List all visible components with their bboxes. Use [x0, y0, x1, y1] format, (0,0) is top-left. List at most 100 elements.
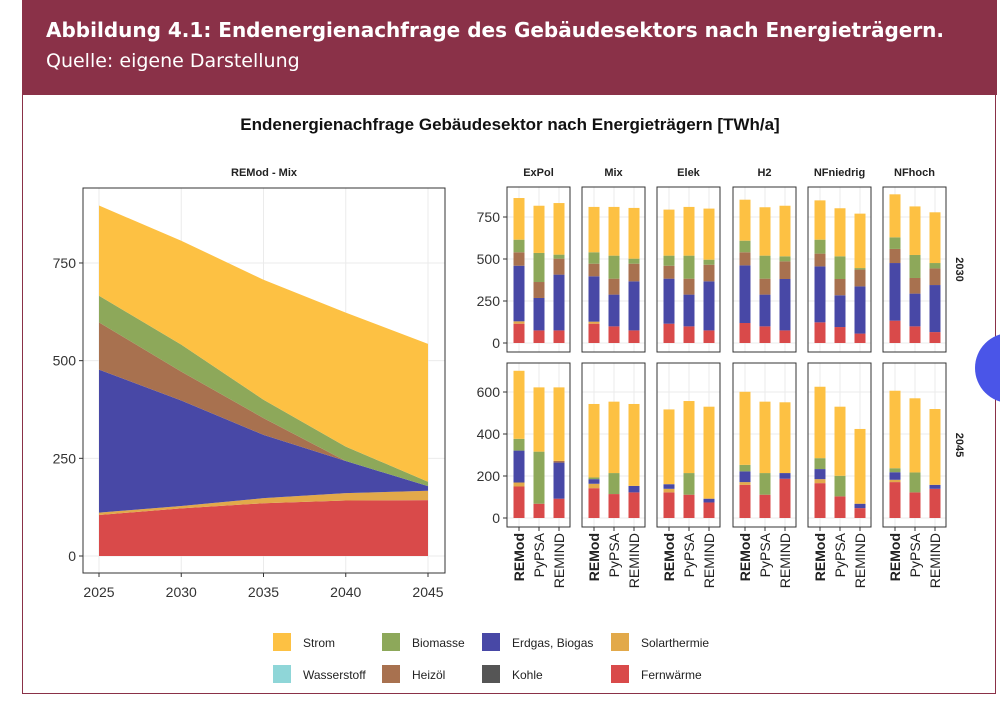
bar-segment-erdgas-biogas: [834, 295, 846, 328]
bar-segment-heizöl: [854, 269, 866, 287]
bar-segment-solarthermie: [588, 321, 600, 324]
legend-label: Fernwärme: [641, 668, 702, 682]
bar-segment-fernwärme: [608, 494, 620, 518]
bar-segment-erdgas-biogas: [663, 484, 675, 489]
bar-segment-erdgas-biogas: [779, 278, 791, 331]
y-tick-label: 0: [68, 548, 76, 564]
x-tick-label: REMod: [661, 533, 677, 581]
bar-segment-erdgas-biogas: [909, 293, 921, 327]
legend-key: [482, 633, 500, 651]
chart-title: Endenergienachfrage Gebäudesektor nach E…: [240, 115, 779, 134]
bar-segment-strom: [533, 205, 545, 253]
bar-segment-fernwärme: [533, 503, 545, 518]
bar-segment-heizöl: [553, 460, 565, 463]
bar-segment-biomasse: [663, 255, 675, 266]
bar-segment-erdgas-biogas: [513, 265, 525, 322]
panel-border: [656, 186, 721, 353]
bar-segment-heizöl: [909, 277, 921, 294]
bar-segment-erdgas-biogas: [628, 485, 640, 493]
area-erdgas-biogas: [99, 369, 428, 513]
bar-segment-strom: [929, 212, 941, 264]
bar-segment-strom: [834, 208, 846, 257]
bar-segment-heizöl: [628, 263, 640, 282]
bar-segment-strom: [703, 208, 715, 260]
bar-segment-fernwärme: [739, 484, 751, 518]
bar-segment-fernwärme: [909, 492, 921, 518]
bar-segment-biomasse: [909, 472, 921, 493]
x-tick-label: REMod: [887, 533, 903, 581]
bar-segment-fernwärme: [553, 330, 565, 343]
x-tick-label: 2035: [248, 584, 279, 600]
bar-segment-biomasse: [854, 268, 866, 270]
bar-segment-erdgas-biogas: [889, 472, 901, 480]
bar-segment-biomasse: [533, 451, 545, 504]
bar-segment-biomasse: [929, 263, 941, 269]
bar-segment-erdgas-biogas: [929, 484, 941, 489]
bar-segment-heizöl: [739, 252, 751, 266]
area-solarthermie: [99, 490, 428, 515]
x-tick-label: REMIND: [701, 533, 717, 588]
bar-segment-heizöl: [608, 278, 620, 295]
bar-segment-strom: [588, 206, 600, 253]
bar-segment-biomasse: [834, 256, 846, 279]
bar-segment-strom: [628, 403, 640, 486]
x-tick-label: REMIND: [551, 533, 567, 588]
bar-segment-fernwärme: [779, 478, 791, 518]
x-tick-label: PyPSA: [531, 532, 547, 577]
bar-segment-erdgas-biogas: [814, 266, 826, 323]
legend-key: [611, 665, 629, 683]
x-tick-label: PyPSA: [907, 532, 923, 577]
bar-segment-strom: [628, 207, 640, 259]
bar-segment-strom: [854, 213, 866, 269]
bar-segment-strom: [929, 409, 941, 485]
bar-segment-biomasse: [683, 255, 695, 279]
bar-segment-biomasse: [739, 240, 751, 253]
bar-segment-solarthermie: [663, 488, 675, 493]
y-tick-label: 600: [477, 384, 501, 400]
row-label: 2045: [953, 433, 965, 457]
bar-segment-fernwärme: [588, 323, 600, 343]
facet-label: REMod - Mix: [231, 167, 298, 179]
y-tick-label: 500: [53, 353, 77, 369]
bar-segment-fernwärme: [683, 326, 695, 343]
bar-segment-fernwärme: [834, 496, 846, 518]
bar-segment-fernwärme: [553, 498, 565, 518]
bar-segment-heizöl: [533, 282, 545, 298]
bar-segment-strom: [553, 387, 565, 461]
bar-segment-strom: [814, 386, 826, 459]
x-tick-label: REMIND: [852, 533, 868, 588]
bar-segment-fernwärme: [628, 492, 640, 518]
bar-segment-heizöl: [834, 278, 846, 296]
area-fernwärme: [99, 500, 428, 556]
bar-segment-strom: [889, 194, 901, 238]
legend-key: [382, 665, 400, 683]
bar-segment-erdgas-biogas: [663, 278, 675, 324]
bar-segment-strom: [683, 401, 695, 474]
bar-segment-fernwärme: [739, 323, 751, 343]
bar-segment-erdgas-biogas: [553, 274, 565, 331]
panel-border: [882, 186, 947, 353]
bar-segment-biomasse: [889, 237, 901, 249]
bar-segment-fernwärme: [533, 330, 545, 343]
panel-border: [581, 186, 646, 353]
x-tick-label: 2030: [166, 584, 197, 600]
bar-segment-strom: [739, 391, 751, 465]
legend-label: Kohle: [512, 668, 543, 682]
bar-segment-erdgas-biogas: [533, 297, 545, 331]
bar-segment-fernwärme: [814, 322, 826, 343]
legend-label: Strom: [303, 636, 335, 650]
x-tick-label: PyPSA: [757, 532, 773, 577]
bar-segment-biomasse: [889, 468, 901, 473]
legend-label: Erdgas, Biogas: [512, 636, 593, 650]
bar-segment-fernwärme: [779, 330, 791, 343]
bar-segment-solarthermie: [889, 479, 901, 483]
panel-border: [807, 186, 872, 353]
bar-segment-strom: [513, 370, 525, 439]
bar-segment-fernwärme: [854, 333, 866, 343]
bar-segment-biomasse: [513, 438, 525, 451]
legend-key: [611, 633, 629, 651]
facet-label: NFniedrig: [814, 167, 865, 179]
y-tick-label: 200: [477, 468, 501, 484]
figure-caption-source: Quelle: eigene Darstellung: [46, 50, 300, 72]
x-tick-label: PyPSA: [832, 532, 848, 577]
